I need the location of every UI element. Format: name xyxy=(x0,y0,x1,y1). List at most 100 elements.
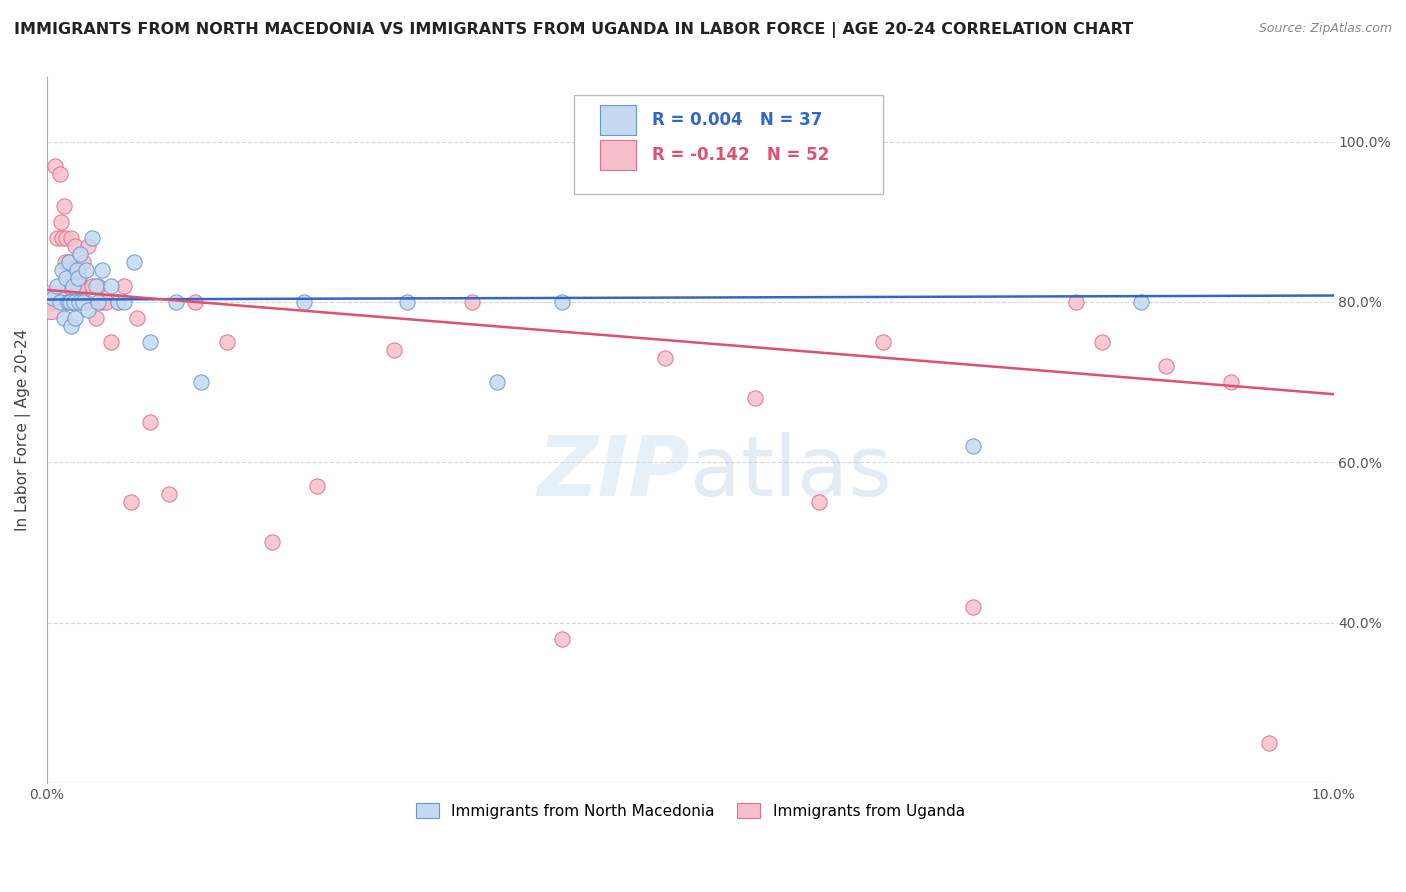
Point xyxy=(744,391,766,405)
Point xyxy=(69,279,91,293)
Point xyxy=(63,295,86,310)
Point xyxy=(184,295,207,310)
Point xyxy=(100,279,122,293)
FancyBboxPatch shape xyxy=(575,95,883,194)
Point xyxy=(75,295,97,310)
Point xyxy=(125,310,148,325)
Point xyxy=(872,334,894,349)
Point xyxy=(292,295,315,310)
Point xyxy=(107,295,129,310)
Point xyxy=(49,295,72,310)
Point xyxy=(59,295,82,310)
Point xyxy=(39,295,62,310)
Point xyxy=(55,271,77,285)
Point xyxy=(49,215,72,229)
Bar xyxy=(600,105,636,135)
Text: R = 0.004   N = 37: R = 0.004 N = 37 xyxy=(651,111,823,128)
Text: ZIP: ZIP xyxy=(537,432,690,513)
Point xyxy=(67,295,90,310)
Point xyxy=(65,263,87,277)
Point xyxy=(59,295,82,310)
Point xyxy=(42,291,65,305)
Point xyxy=(63,295,86,310)
Point xyxy=(72,295,94,310)
Point xyxy=(1154,359,1177,373)
Point xyxy=(139,334,162,349)
Point xyxy=(165,295,187,310)
Point xyxy=(1091,334,1114,349)
Point xyxy=(262,535,284,549)
Point xyxy=(307,479,329,493)
Point xyxy=(62,279,84,293)
Legend: Immigrants from North Macedonia, Immigrants from Uganda: Immigrants from North Macedonia, Immigra… xyxy=(409,797,970,825)
Point xyxy=(69,247,91,261)
Point xyxy=(65,310,87,325)
Point xyxy=(87,279,110,293)
Point xyxy=(65,239,87,253)
Point xyxy=(124,255,146,269)
Text: atlas: atlas xyxy=(690,432,891,513)
Point xyxy=(654,351,676,365)
Point xyxy=(77,302,100,317)
Text: R = -0.142   N = 52: R = -0.142 N = 52 xyxy=(651,146,830,164)
Point xyxy=(52,199,75,213)
Point xyxy=(382,343,405,357)
Point xyxy=(1258,736,1281,750)
Point xyxy=(58,255,80,269)
Point xyxy=(66,271,89,285)
Point xyxy=(112,295,135,310)
Point xyxy=(486,375,509,389)
Point xyxy=(91,263,114,277)
Point xyxy=(44,159,66,173)
Point xyxy=(107,295,129,310)
Point xyxy=(60,231,83,245)
Point xyxy=(550,295,572,310)
Point xyxy=(217,334,239,349)
Point xyxy=(58,255,80,269)
Point xyxy=(53,255,76,269)
Point xyxy=(56,279,79,293)
Point xyxy=(1219,375,1241,389)
Point xyxy=(60,318,83,333)
Point xyxy=(55,231,77,245)
Point xyxy=(91,295,114,310)
Point xyxy=(66,295,89,310)
Point xyxy=(96,295,118,310)
Point xyxy=(80,231,103,245)
Point xyxy=(56,295,79,310)
Text: IMMIGRANTS FROM NORTH MACEDONIA VS IMMIGRANTS FROM UGANDA IN LABOR FORCE | AGE 2: IMMIGRANTS FROM NORTH MACEDONIA VS IMMIG… xyxy=(14,22,1133,38)
Point xyxy=(190,375,212,389)
Point xyxy=(46,279,69,293)
Point xyxy=(1129,295,1152,310)
Point xyxy=(100,334,122,349)
Bar xyxy=(600,140,636,169)
Point xyxy=(84,310,107,325)
Point xyxy=(396,295,419,310)
Point xyxy=(84,279,107,293)
Point xyxy=(65,279,87,293)
Point xyxy=(52,310,75,325)
Point xyxy=(62,263,84,277)
Point xyxy=(550,632,572,646)
Point xyxy=(67,271,90,285)
Text: Source: ZipAtlas.com: Source: ZipAtlas.com xyxy=(1258,22,1392,36)
Point xyxy=(51,231,73,245)
Point xyxy=(72,255,94,269)
Point xyxy=(112,279,135,293)
Point xyxy=(157,487,180,501)
Point xyxy=(77,239,100,253)
Point xyxy=(75,263,97,277)
Point xyxy=(87,295,110,310)
Point xyxy=(51,263,73,277)
Point xyxy=(139,415,162,429)
Point xyxy=(120,495,142,509)
Point xyxy=(46,231,69,245)
Point xyxy=(80,279,103,293)
Point xyxy=(1064,295,1087,310)
Point xyxy=(49,167,72,181)
Point xyxy=(962,439,984,453)
Y-axis label: In Labor Force | Age 20-24: In Labor Force | Age 20-24 xyxy=(15,329,31,532)
Point xyxy=(807,495,830,509)
Point xyxy=(39,295,62,310)
Point xyxy=(962,599,984,614)
